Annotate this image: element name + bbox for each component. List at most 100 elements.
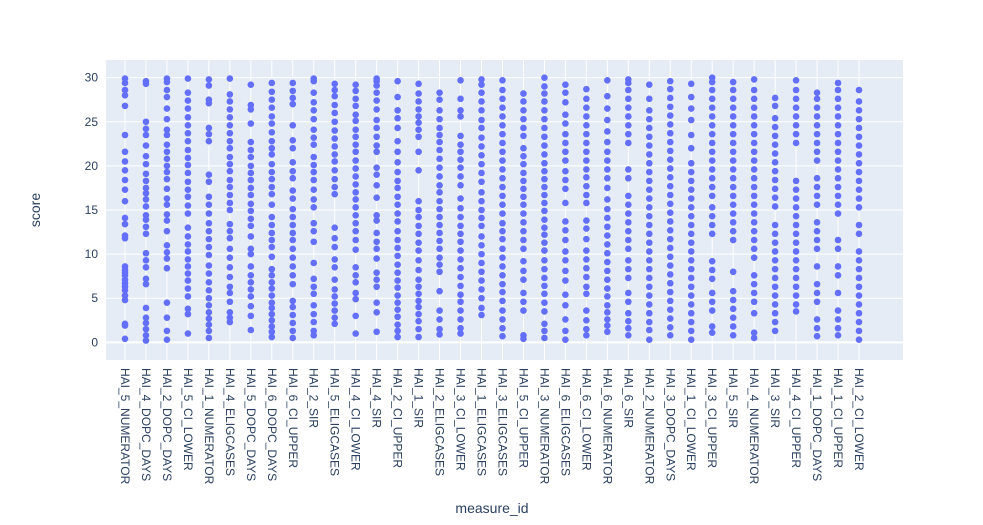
data-point [813,130,821,138]
data-point [268,328,276,336]
data-point [645,124,653,132]
data-point [457,222,464,230]
data-point [792,186,800,194]
data-point [520,193,527,201]
data-point [226,106,234,113]
data-point [457,213,464,221]
data-point [813,280,821,288]
data-point [666,271,674,278]
data-point [771,150,779,157]
data-point [855,106,863,114]
data-point [687,283,695,291]
data-point [771,221,779,229]
data-point [310,141,318,149]
data-point [625,227,632,235]
data-point [457,330,464,337]
data-point [562,248,569,255]
data-point [813,89,821,96]
data-point [121,75,129,82]
data-point [289,236,297,244]
data-point [687,93,695,101]
data-point [268,113,276,120]
data-point [352,148,359,156]
data-point [226,153,234,161]
data-point [645,309,653,317]
data-point [184,224,192,231]
data-point [604,285,611,292]
x-tick-label: HAI_5_CI_LOWER [181,368,195,471]
data-point [289,159,297,166]
data-point [268,190,276,198]
data-point [289,297,297,305]
data-point [268,299,276,306]
data-point [205,137,213,145]
data-point [205,309,213,316]
data-point [520,201,527,209]
data-point [708,113,716,120]
data-point [436,115,443,123]
data-point [205,178,213,186]
data-point [184,277,192,284]
data-point [268,137,276,145]
data-point [541,159,548,167]
data-point [331,80,339,88]
x-tick-label: HAI_2_NUMERATOR [642,368,656,485]
data-point [373,116,380,124]
data-point [583,217,590,224]
data-point [478,124,485,132]
data-point [142,325,150,333]
data-point [813,113,821,120]
data-point [373,276,380,284]
data-point [708,221,716,229]
data-point [352,236,359,244]
data-point [834,121,842,129]
data-point [373,75,380,82]
data-point [247,101,255,109]
data-point [855,274,863,282]
data-point [834,331,842,339]
data-point [142,211,150,219]
data-point [708,275,716,283]
data-point [792,130,800,138]
data-point [373,181,380,189]
data-point [687,256,695,264]
x-tick-label: HAI_2_SIR [307,368,321,428]
data-point [604,309,611,316]
data-point [331,127,339,134]
data-point [834,174,842,182]
data-point [792,301,800,308]
y-tick-label: 20 [85,159,99,173]
data-point [541,290,548,298]
data-point [331,256,339,263]
x-tick-label: HAI_6_CI_LOWER [579,368,593,471]
data-point [499,174,506,182]
data-point [813,236,821,244]
data-point [478,106,485,114]
data-point [121,232,129,239]
data-point [604,223,611,231]
data-point [415,303,422,311]
data-point [373,106,380,113]
data-point [478,116,485,124]
data-point [142,337,150,344]
data-point [352,173,359,180]
data-point [625,245,632,253]
data-point [478,277,485,284]
data-point [205,201,213,209]
data-point [331,166,339,174]
data-point [457,181,464,189]
data-point [666,112,674,119]
data-point [729,227,737,235]
data-point [394,177,401,185]
data-point [394,252,401,260]
data-point [625,130,632,138]
data-point [331,109,339,117]
data-point [562,226,569,234]
data-point [436,221,443,229]
data-point [771,132,779,140]
data-point [310,318,318,326]
data-point [541,199,548,207]
data-point [184,75,192,82]
data-point [729,121,737,129]
data-point [247,146,255,154]
